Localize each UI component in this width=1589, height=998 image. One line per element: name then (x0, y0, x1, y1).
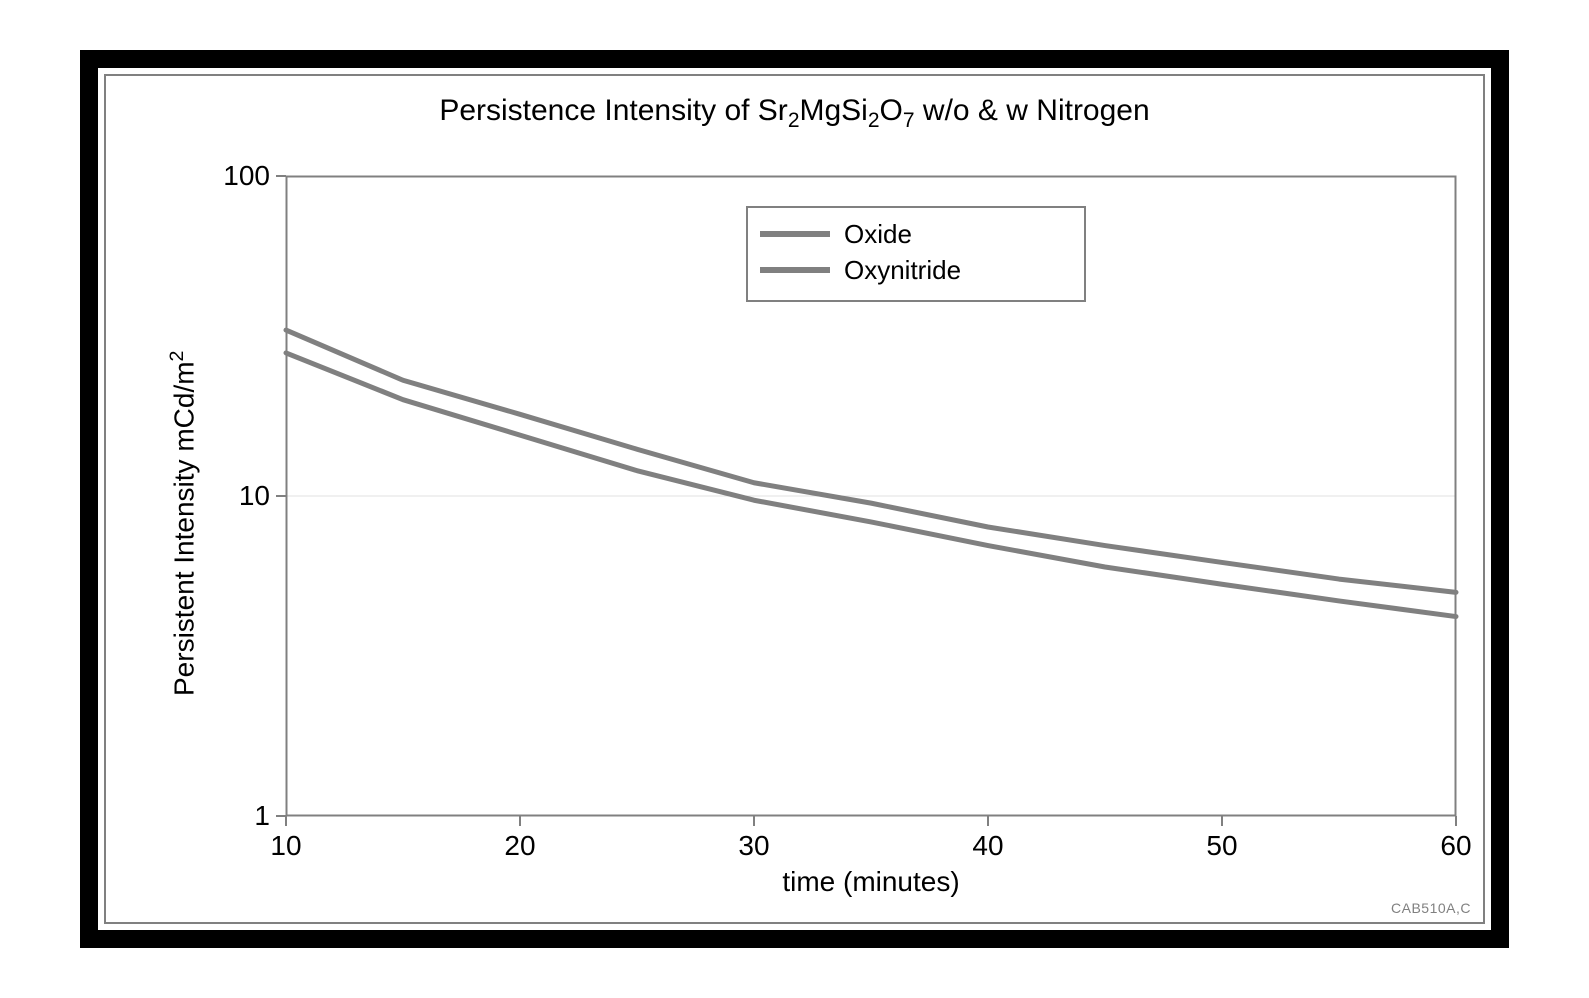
inner-panel: Persistence Intensity of Sr2MgSi2O7 w/o … (104, 74, 1485, 924)
xtick-label-60: 60 (1426, 830, 1486, 862)
legend-label-oxynitride: Oxynitride (844, 255, 961, 286)
y-axis-label: Persistent Intensity mCd/m2 (166, 351, 200, 696)
legend-label-oxide: Oxide (844, 219, 912, 250)
legend-swatch-oxide (760, 231, 830, 237)
xtick-label-40: 40 (958, 830, 1018, 862)
legend-swatch-oxynitride (760, 267, 830, 273)
chart-title: Persistence Intensity of Sr2MgSi2O7 w/o … (106, 94, 1483, 133)
xtick-label-50: 50 (1192, 830, 1252, 862)
ytick-label-1: 1 (206, 800, 270, 832)
chart-frame: Persistence Intensity of Sr2MgSi2O7 w/o … (80, 50, 1509, 948)
x-axis-label: time (minutes) (286, 866, 1456, 898)
ytick-label-10: 10 (206, 480, 270, 512)
ytick-label-100: 100 (206, 160, 270, 192)
legend: Oxide Oxynitride (746, 206, 1086, 302)
xtick-label-10: 10 (256, 830, 316, 862)
xtick-label-20: 20 (490, 830, 550, 862)
xtick-label-30: 30 (724, 830, 784, 862)
watermark-text: CAB510A,C (1391, 900, 1471, 916)
